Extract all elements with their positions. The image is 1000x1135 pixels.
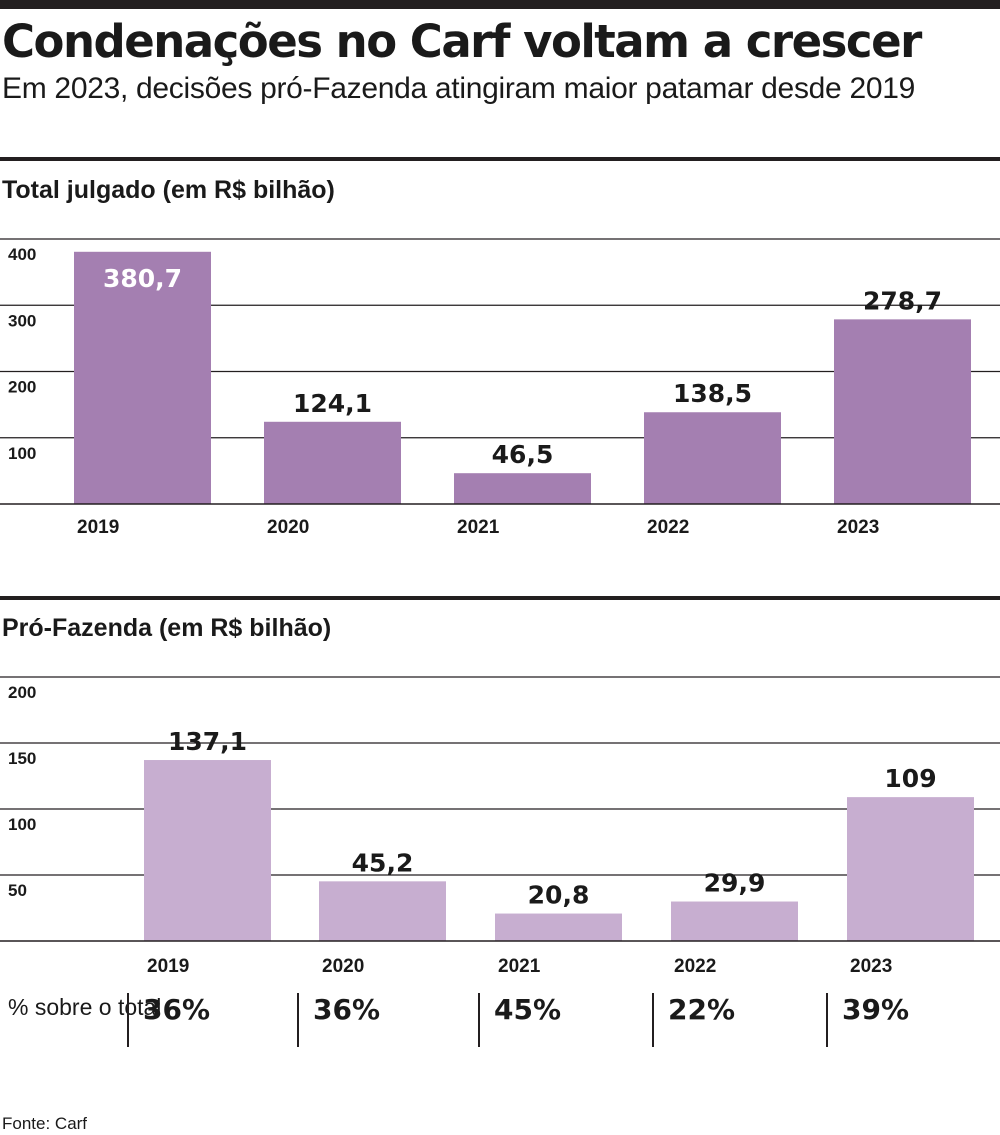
fazenda-x-tick-label: 2022	[674, 956, 716, 977]
total-x-tick-label: 2020	[267, 517, 309, 538]
fazenda-y-tick-label: 150	[8, 749, 36, 768]
share-value-2021: 45%	[494, 993, 562, 1026]
fazenda-x-tick-label: 2021	[498, 956, 541, 977]
total-value-label: 46,5	[492, 440, 554, 469]
fazenda-x-tick-label: 2020	[322, 956, 364, 977]
share-value-2022: 22%	[668, 993, 736, 1026]
total-x-tick-label: 2021	[457, 517, 500, 538]
fazenda-value-label: 45,2	[352, 848, 414, 877]
share-value-2020: 36%	[313, 993, 381, 1026]
fazenda-bar-2022	[671, 901, 798, 941]
chart-total-julgado: 100 200 300 400 380,7 2019 124,1 2020 46,5 2021 13…	[0, 238, 1000, 538]
source-note: Fonte: Carf	[2, 1114, 88, 1133]
share-divider	[652, 993, 654, 1047]
total-value-label: 138,5	[673, 379, 752, 408]
fazenda-bar-2023	[847, 797, 974, 941]
fazenda-x-tick-label: 2019	[147, 956, 189, 977]
total-y-tick-label: 400	[8, 245, 36, 264]
share-divider	[127, 993, 129, 1047]
fazenda-y-tick-label: 50	[8, 881, 27, 900]
total-y-tick-label: 100	[8, 444, 36, 463]
total-bar-2023	[834, 319, 971, 504]
share-divider	[478, 993, 480, 1047]
section-rule-fazenda	[0, 596, 1000, 600]
share-divider	[297, 993, 299, 1047]
chart-title: Condenações no Carf voltam a crescer	[2, 15, 922, 68]
chart-pro-fazenda: 50 100 150 200 137,1 2019 45,2 2020 20,8 2021 29,9…	[0, 676, 1000, 977]
fazenda-value-label: 20,8	[528, 881, 590, 910]
share-divider	[826, 993, 828, 1047]
share-label: % sobre o total	[8, 994, 162, 1020]
total-bar-2022	[644, 412, 781, 504]
section-rule-total	[0, 157, 1000, 161]
total-bar-2021	[454, 473, 591, 504]
fazenda-y-tick-label: 100	[8, 815, 36, 834]
section-title-fazenda: Pró-Fazenda (em R$ bilhão)	[2, 614, 332, 642]
fazenda-bar-2019	[144, 760, 271, 941]
section-title-total: Total julgado (em R$ bilhão)	[2, 176, 335, 204]
total-y-tick-label: 200	[8, 378, 36, 397]
fazenda-value-label: 29,9	[704, 869, 766, 898]
total-x-tick-label: 2019	[77, 517, 119, 538]
fazenda-y-tick-label: 200	[8, 683, 36, 702]
chart-subtitle: Em 2023, decisões pró-Fazenda atingiram …	[2, 72, 915, 105]
total-value-label: 124,1	[293, 389, 372, 418]
total-value-label: 278,7	[863, 286, 942, 315]
total-y-tick-label: 300	[8, 311, 36, 330]
top-rule	[0, 0, 1000, 9]
share-value-2023: 39%	[842, 993, 910, 1026]
total-bar-2020	[264, 421, 401, 504]
share-value-2019: 36%	[143, 993, 211, 1026]
fazenda-bar-2021	[495, 913, 622, 941]
total-bar-2019	[74, 251, 211, 504]
total-x-tick-label: 2022	[647, 517, 689, 538]
total-value-label: 380,7	[103, 264, 182, 293]
fazenda-value-label: 137,1	[168, 727, 247, 756]
fazenda-bar-2020	[319, 881, 446, 941]
total-x-tick-label: 2023	[837, 517, 879, 538]
fazenda-value-label: 109	[884, 764, 936, 793]
fazenda-x-tick-label: 2023	[850, 956, 892, 977]
